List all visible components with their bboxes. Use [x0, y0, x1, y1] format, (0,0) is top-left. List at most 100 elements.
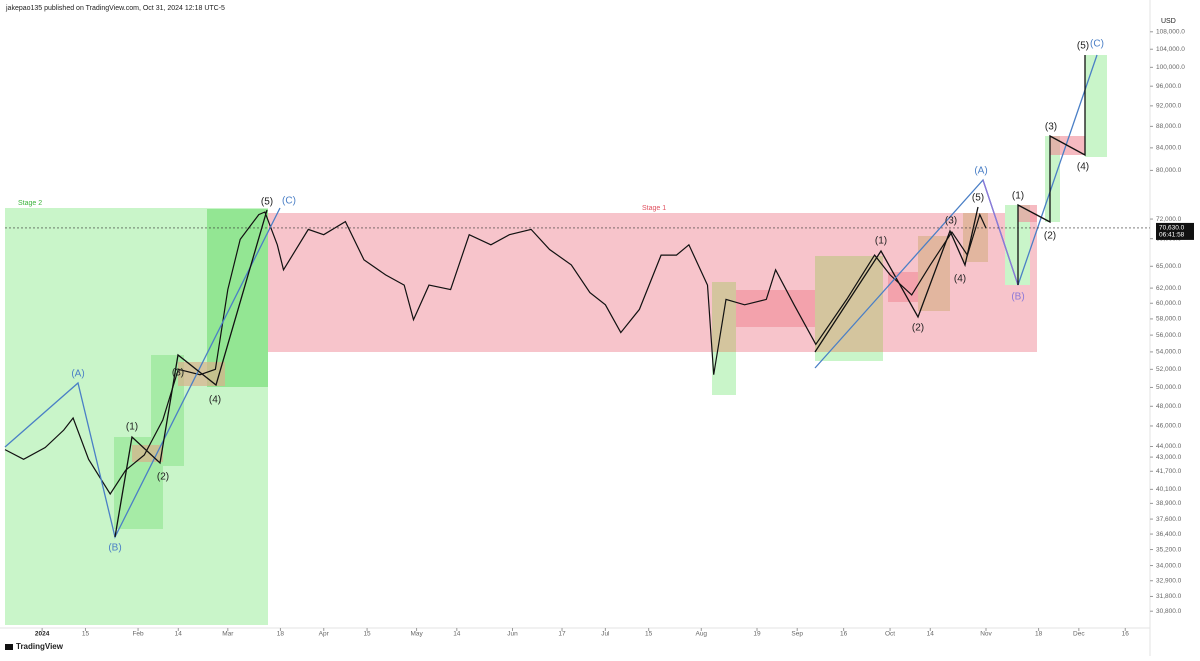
wave-label: (3): [1045, 122, 1057, 133]
y-tick-label: 37,600.0: [1156, 516, 1182, 523]
wave-labels: (A) (B) (1) (2) (3) (4) (5) (C) (1) (2) …: [71, 39, 1104, 554]
y-tick-label: 46,000.0: [1156, 423, 1182, 430]
zone: [736, 290, 815, 327]
wave-label: (1): [1012, 191, 1024, 202]
y-tick-label: 40,100.0: [1156, 486, 1182, 493]
wave-label: (4): [1077, 162, 1089, 173]
x-tick-label: Mar: [222, 631, 234, 638]
y-tick-label: 88,000.0: [1156, 123, 1182, 130]
x-tick-label: Jul: [601, 631, 610, 638]
brand: TradingView: [16, 642, 64, 651]
wave-line: [1017, 55, 1086, 285]
y-tick-label: 31,800.0: [1156, 593, 1182, 600]
wave-label: (A): [974, 166, 987, 177]
wave-label: (4): [954, 274, 966, 285]
x-tick-label: Sep: [791, 631, 803, 638]
annotation: Stage 2: [18, 200, 42, 207]
x-tick-label: Jun: [507, 631, 518, 638]
brand-logo: [5, 644, 13, 650]
y-tick-label: 54,000.0: [1156, 349, 1182, 356]
currency: USD: [1161, 18, 1176, 25]
y-tick-label: 44,000.0: [1156, 443, 1182, 450]
wave-label: (2): [912, 323, 924, 334]
x-tick-label: 17: [558, 631, 566, 638]
y-tick-label: 56,000.0: [1156, 332, 1182, 339]
wave-label: (1): [126, 422, 138, 433]
y-tick-label: 100,000.0: [1156, 64, 1185, 71]
wave-line: [982, 179, 1019, 286]
wave-lines: [4, 54, 1098, 539]
y-tick-label: 60,000.0: [1156, 300, 1182, 307]
wave-label: (3): [172, 368, 184, 379]
y-tick-label: 62,000.0: [1156, 285, 1182, 292]
y-tick-label: 80,000.0: [1156, 167, 1182, 174]
zones: [5, 55, 1107, 625]
x-tick-label: 19: [753, 631, 761, 638]
x-tick-label: 14: [175, 631, 183, 638]
price-line: [4, 211, 987, 496]
x-tick-label: 18: [277, 631, 285, 638]
y-tick-label: 34,000.0: [1156, 562, 1182, 569]
y-tick-label: 92,000.0: [1156, 103, 1182, 110]
y-tick-label: 30,800.0: [1156, 608, 1182, 615]
wave-line: [4, 207, 281, 539]
plot: [4, 211, 987, 496]
y-tick-label: 48,000.0: [1156, 403, 1182, 410]
last-price-box: [1156, 222, 1194, 240]
wave-line: [814, 206, 979, 353]
x-tick-label: 14: [927, 631, 935, 638]
y-tick-label: 96,000.0: [1156, 83, 1182, 90]
y-tick-label: 50,000.0: [1156, 384, 1182, 391]
wave-line: [1017, 54, 1098, 286]
x-tick-label: Nov: [980, 631, 992, 638]
y-tick-label: 84,000.0: [1156, 145, 1182, 152]
wave-label: (1): [875, 236, 887, 247]
y-tick-label: 35,200.0: [1156, 546, 1182, 553]
x-tick-label: Aug: [695, 631, 707, 638]
annotation: Stage 1: [642, 205, 666, 212]
y-tick-label: 36,400.0: [1156, 531, 1182, 538]
y-tick-label: 52,000.0: [1156, 366, 1182, 373]
x-tick-label: 16: [840, 631, 848, 638]
y-tick-label: 108,000.0: [1156, 29, 1185, 36]
zone: [132, 445, 163, 462]
wave-label: (5): [972, 193, 984, 204]
wave-label: (A): [71, 369, 84, 380]
x-tick-label: Dec: [1073, 631, 1085, 638]
wave-label: (2): [157, 472, 169, 483]
countdown: 06:41:58: [1159, 232, 1185, 239]
y-tick-label: 38,900.0: [1156, 500, 1182, 507]
x-tick-label: 14: [453, 631, 461, 638]
y-tick-label: 41,700.0: [1156, 468, 1182, 475]
y-tick-label: 32,900.0: [1156, 577, 1182, 584]
zone: [1045, 136, 1060, 222]
wave-label: (C): [1090, 39, 1104, 50]
x-tick-label: 15: [363, 631, 371, 638]
wave-label: (C): [282, 196, 296, 207]
wave-line: [114, 209, 268, 538]
wave-label: (2): [1044, 231, 1056, 242]
wave-label: (5): [1077, 41, 1089, 52]
x-tick-label: Oct: [885, 631, 895, 638]
wave-label: (4): [209, 395, 221, 406]
x-tick-label: 18: [1035, 631, 1043, 638]
x-tick-label: May: [410, 631, 423, 638]
x-tick-label: Feb: [132, 631, 144, 638]
y-tick-label: 43,000.0: [1156, 454, 1182, 461]
y-tick-label: 104,000.0: [1156, 46, 1185, 53]
wave-label: (B): [108, 543, 121, 554]
x-tick-label: 2024: [35, 631, 50, 638]
y-tick-label: 72,000.0: [1156, 216, 1182, 223]
y-tick-label: 58,000.0: [1156, 316, 1182, 323]
x-tick-label: 16: [1122, 631, 1130, 638]
wave-label: (5): [261, 197, 273, 208]
zone: [712, 282, 736, 352]
y-tick-label: 65,000.0: [1156, 263, 1182, 270]
wave-label: (3): [945, 216, 957, 227]
wave-label: (B): [1011, 292, 1024, 303]
zone: [1085, 55, 1107, 157]
x-tick-label: 15: [82, 631, 90, 638]
x-tick-label: Apr: [319, 631, 330, 638]
